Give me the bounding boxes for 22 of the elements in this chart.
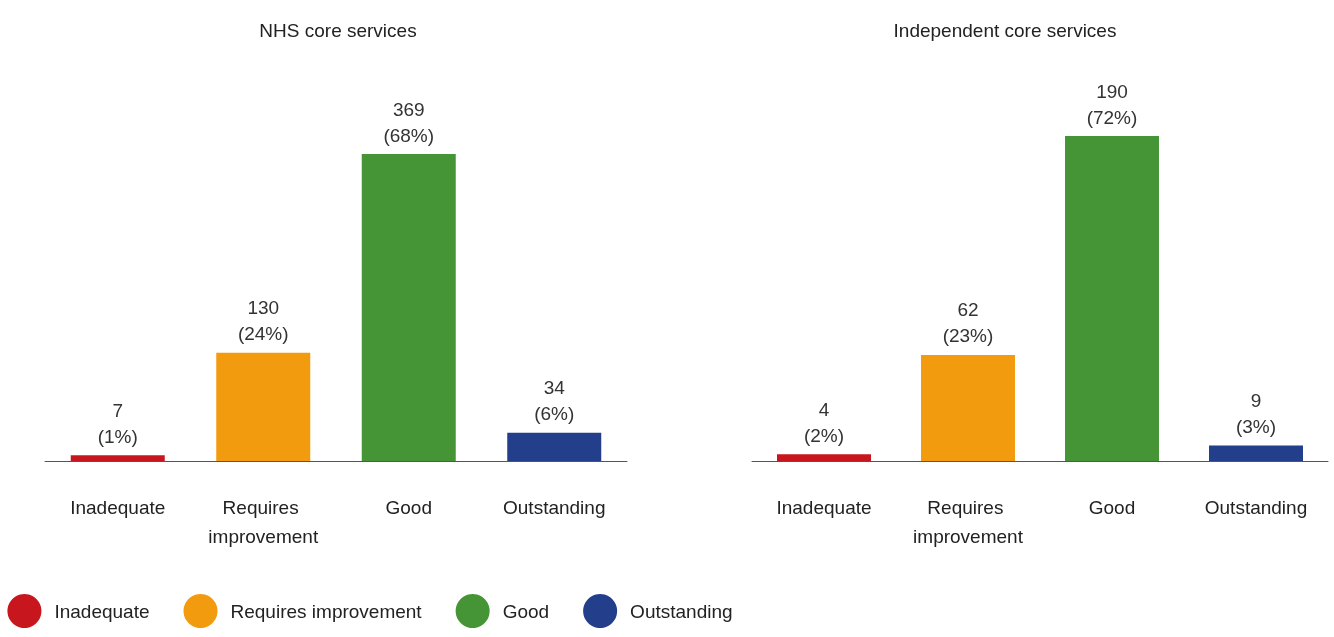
data-label: 130 (24%) [237, 297, 289, 345]
x-tick-label: Inadequate [776, 497, 872, 518]
x-tick-label: Outstanding [1204, 497, 1308, 518]
x-tick-label: Requires improvement [208, 497, 319, 547]
x-tick-label: Requires improvement [913, 497, 1024, 547]
data-label: 369 (68%) [383, 98, 435, 146]
legend-label: Outstanding [630, 600, 733, 622]
data-label: 7 (1%) [97, 399, 138, 447]
legend-label: Good [502, 600, 550, 622]
chart-title: Independent core services [893, 20, 1117, 41]
x-tick-label: Good [385, 497, 432, 518]
chart-title: NHS core services [259, 20, 417, 41]
data-label: 190 (72%) [1086, 80, 1138, 128]
x-tick-label: Good [1088, 497, 1136, 518]
x-tick-label: Inadequate [70, 497, 166, 518]
legend-label: Inadequate [54, 600, 150, 622]
data-label: 4 (2%) [803, 398, 845, 446]
x-tick-label: Outstanding [503, 497, 606, 518]
legend-label: Requires improvement [230, 600, 423, 622]
data-label: 62 (23%) [942, 299, 994, 347]
data-label: 34 (6%) [534, 377, 575, 425]
data-label: 9 (3%) [1235, 390, 1277, 438]
